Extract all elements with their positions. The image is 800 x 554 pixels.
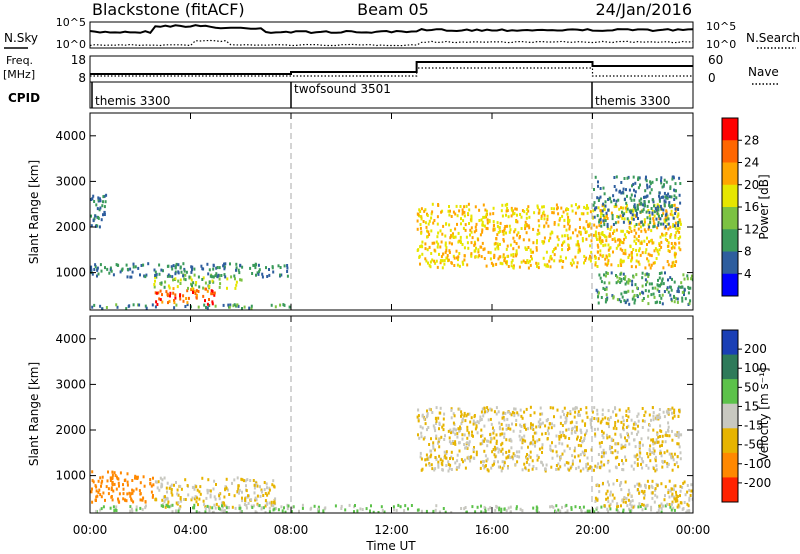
cpid-segment-1: themis 3300 bbox=[95, 94, 170, 108]
cpid-segment-3: themis 3300 bbox=[595, 94, 670, 108]
velocity-colorbar-tick-7: -200 bbox=[744, 476, 771, 490]
velocity-colorbar-swatch-2 bbox=[722, 379, 738, 405]
beam-title: Beam 05 bbox=[357, 0, 429, 19]
x-tick-1: 04:00 bbox=[173, 523, 208, 537]
noise-left-tick-low: 10^0 bbox=[56, 38, 86, 51]
power-colorbar-tick-6: 4 bbox=[744, 267, 752, 281]
power-echo-region-3 bbox=[90, 262, 289, 279]
noise-sky-line bbox=[89, 24, 694, 35]
power-colorbar-tick-5: 8 bbox=[744, 245, 752, 259]
x-tick-0: 00:00 bbox=[73, 523, 108, 537]
frequency-line bbox=[90, 61, 693, 75]
velocity-colorbar-tick-5: -50 bbox=[744, 438, 764, 452]
freq-tick-low: 8 bbox=[78, 71, 86, 85]
power-echo-region-6 bbox=[592, 175, 682, 229]
power-echo-region-5 bbox=[416, 202, 682, 270]
velocity-y-axis-label: Slant Range [km] bbox=[27, 362, 41, 466]
power-echo-region-1 bbox=[154, 287, 216, 306]
x-axis-label: Time UT bbox=[365, 539, 416, 553]
velocity-colorbar-swatch-5 bbox=[722, 452, 738, 478]
power-colorbar-swatch-1 bbox=[722, 140, 738, 163]
cpid-segment-2: twofsound 3501 bbox=[294, 82, 391, 96]
power-colorbar-swatch-4 bbox=[722, 207, 738, 230]
velocity-colorbar-swatch-3 bbox=[722, 403, 738, 429]
x-tick-4: 16:00 bbox=[475, 523, 510, 537]
velocity-colorbar-tick-0: 200 bbox=[744, 342, 767, 356]
nave-label: Nave bbox=[748, 65, 779, 79]
x-tick-6: 00:00 bbox=[676, 523, 711, 537]
noise-search-line bbox=[89, 39, 694, 47]
power-colorbar-swatch-7 bbox=[722, 273, 738, 297]
power-colorbar: 28 24 20 16 12 8 4 Power [dB] bbox=[721, 117, 771, 297]
velocity-colorbar-swatch-0 bbox=[722, 330, 738, 356]
noise-panel: N.Sky 10^5 10^0 10^5 10^0 N.Search bbox=[4, 16, 800, 51]
power-y-axis-label: Slant Range [km] bbox=[27, 160, 41, 264]
power-colorbar-swatch-3 bbox=[722, 184, 738, 208]
nave-tick-high: 60 bbox=[708, 53, 723, 67]
power-y-ticks: 1000 2000 3000 4000 bbox=[55, 129, 693, 280]
power-colorbar-tick-0: 28 bbox=[744, 133, 759, 147]
power-colorbar-tick-4: 12 bbox=[744, 222, 759, 236]
velocity-echo-region-1 bbox=[90, 470, 155, 504]
velocity-colorbar-tick-2: 50 bbox=[744, 380, 759, 394]
freq-label-line2: [MHz] bbox=[3, 68, 35, 81]
power-panel: 1000 2000 3000 4000 Slant Range [km] bbox=[27, 112, 694, 311]
power-colorbar-swatch-5 bbox=[722, 229, 738, 252]
velocity-colorbar-swatch-4 bbox=[722, 428, 738, 454]
power-y-tick-2: 3000 bbox=[55, 174, 86, 188]
velocity-y-ticks: 1000 2000 3000 4000 bbox=[55, 332, 693, 483]
velocity-echo-region-4 bbox=[594, 479, 693, 509]
freq-label-line1: Freq. bbox=[6, 54, 33, 67]
date-title: 24/Jan/2016 bbox=[595, 0, 692, 19]
velocity-y-tick-3: 4000 bbox=[55, 332, 86, 346]
power-colorbar-tick-3: 16 bbox=[744, 200, 759, 214]
velocity-colorbar-tick-4: -15 bbox=[744, 419, 764, 433]
velocity-colorbar-tick-3: 15 bbox=[744, 399, 759, 413]
station-title: Blackstone (fitACF) bbox=[92, 0, 245, 19]
power-y-tick-1: 2000 bbox=[55, 220, 86, 234]
velocity-colorbar: 200 100 50 15 -15 -50 -100 -200 Velocity [m s⁻¹… bbox=[721, 329, 771, 503]
velocity-colorbar-label: Velocity [m s⁻¹] bbox=[757, 367, 771, 460]
freq-tick-high: 18 bbox=[71, 53, 86, 67]
power-echo-region-7 bbox=[595, 271, 693, 306]
noise-right-tick-high: 10^5 bbox=[706, 20, 736, 33]
noise-sky-label: N.Sky bbox=[4, 31, 38, 45]
velocity-echo-region-0 bbox=[154, 476, 277, 509]
power-colorbar-swatch-0 bbox=[722, 118, 738, 141]
power-y-tick-3: 4000 bbox=[55, 129, 86, 143]
velocity-y-tick-2: 3000 bbox=[55, 377, 86, 391]
noise-search-label: N.Search bbox=[746, 31, 800, 45]
velocity-colorbar-swatch-1 bbox=[722, 354, 738, 380]
x-axis: 00:00 04:00 08:00 12:00 16:00 20:00 00:00 bbox=[73, 113, 711, 537]
velocity-y-tick-1: 2000 bbox=[55, 423, 86, 437]
noise-left-tick-high: 10^5 bbox=[56, 16, 86, 29]
velocity-y-tick-0: 1000 bbox=[55, 469, 86, 483]
noise-right-tick-low: 10^0 bbox=[706, 38, 736, 51]
x-tick-5: 20:00 bbox=[575, 523, 610, 537]
power-echo-region-4 bbox=[90, 193, 108, 229]
nave-tick-low: 0 bbox=[708, 71, 716, 85]
power-y-tick-0: 1000 bbox=[55, 266, 86, 280]
velocity-colorbar-tick-6: -100 bbox=[744, 457, 771, 471]
power-colorbar-label: Power [dB] bbox=[757, 174, 771, 239]
cpid-panel: CPID themis 3300 twofsound 3501 themis 3… bbox=[8, 81, 694, 109]
power-echo-region-0 bbox=[91, 303, 291, 310]
power-colorbar-swatch-2 bbox=[722, 162, 738, 186]
velocity-echo-region-3 bbox=[95, 503, 691, 513]
power-colorbar-swatch-6 bbox=[722, 251, 738, 275]
x-tick-3: 12:00 bbox=[374, 523, 409, 537]
velocity-colorbar-swatch-6 bbox=[722, 477, 738, 503]
freq-panel: Freq. [MHz] 18 8 60 0 Nave bbox=[3, 53, 780, 85]
power-colorbar-tick-1: 24 bbox=[744, 156, 759, 170]
x-tick-2: 08:00 bbox=[274, 523, 309, 537]
velocity-panel: 1000 2000 3000 4000 Slant Range [km] bbox=[27, 315, 694, 514]
power-colorbar-tick-2: 20 bbox=[744, 178, 759, 192]
velocity-echo-region-2 bbox=[416, 405, 683, 473]
cpid-label: CPID bbox=[8, 91, 40, 105]
velocity-colorbar-tick-1: 100 bbox=[744, 361, 767, 375]
